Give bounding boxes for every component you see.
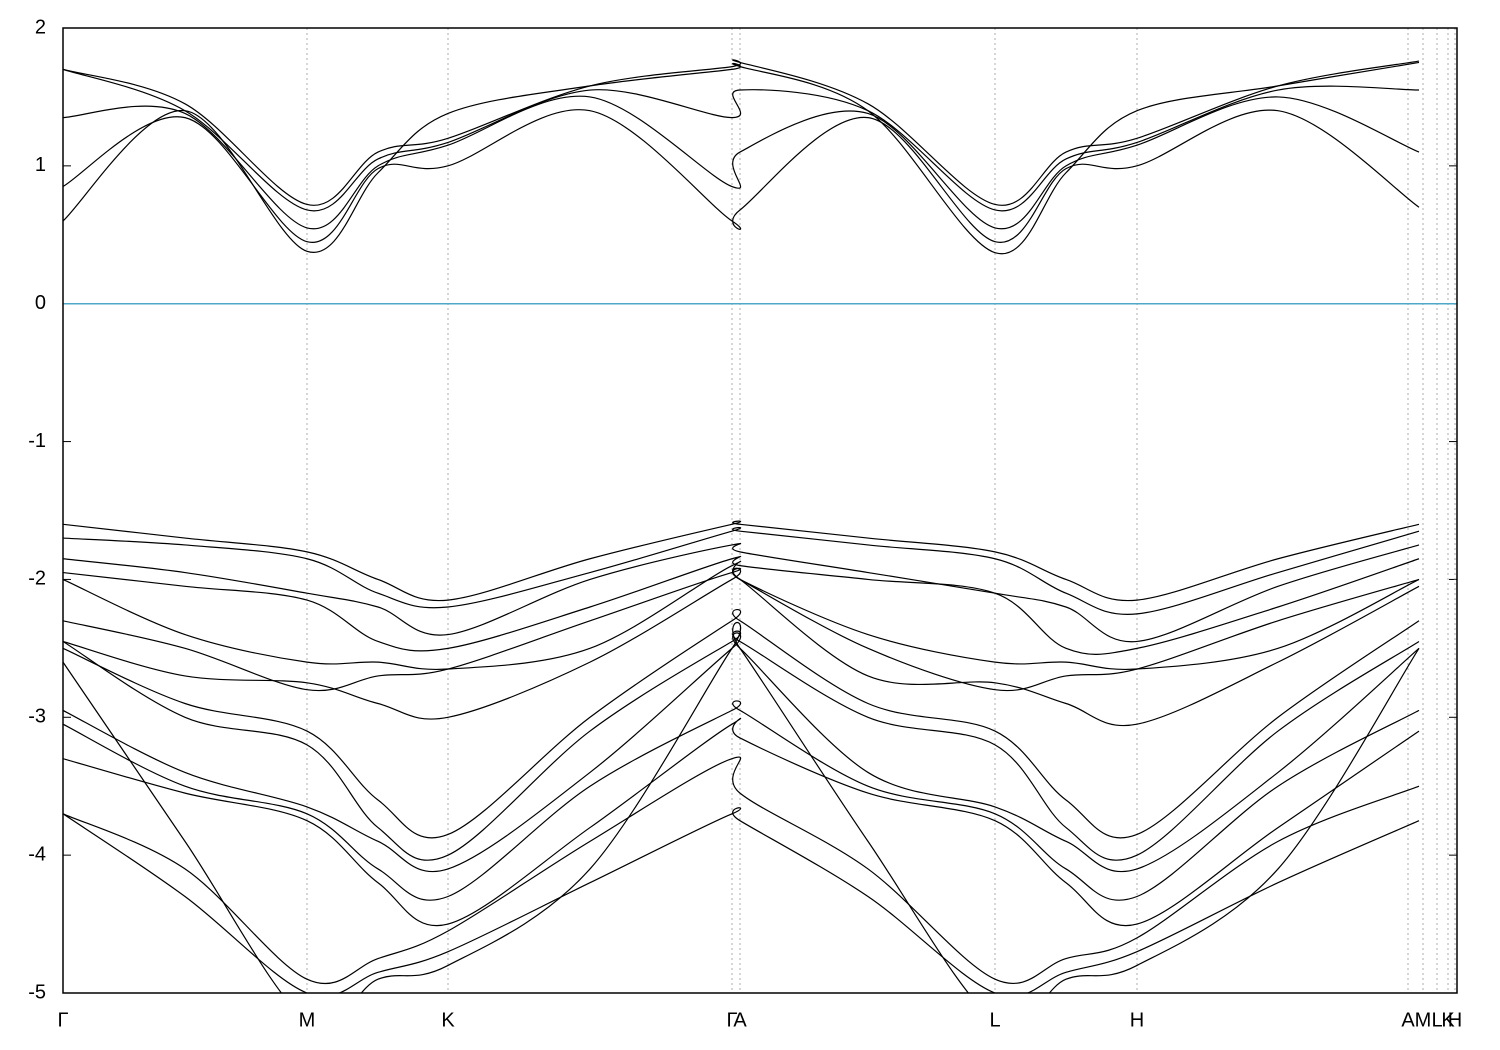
y-tick-label: 2 [35,16,46,38]
y-tick-label: -1 [28,430,46,452]
x-tick-label: L [989,1009,1000,1031]
band-line [63,700,1420,901]
band-line [63,567,1420,727]
band-line [63,717,1420,927]
x-tick-label: K [441,1009,455,1031]
x-tick-label: Γ [726,1009,737,1031]
band-line [63,520,1420,602]
band-line [63,756,1420,985]
band-line [63,61,1420,255]
x-tick-label: H [1130,1009,1144,1031]
x-tick-label: M [299,1009,316,1031]
y-tick-label: 0 [35,292,46,314]
y-tick-label: 1 [35,154,46,176]
band-line [63,630,1420,861]
x-tick-label: L [1431,1009,1442,1031]
x-tick-label: H [1448,1009,1462,1031]
x-tick-label: A [1401,1009,1415,1031]
x-tick-label: K [1441,1009,1455,1031]
band-line [63,632,1420,873]
x-tick-label: A [733,1009,747,1031]
y-tick-label: -2 [28,568,46,590]
band-line [63,59,1420,206]
band-line [63,555,1420,656]
bands [63,59,1420,993]
y-tick-label: -4 [28,843,46,865]
x-tick-label: M [1415,1009,1432,1031]
band-line [63,560,1420,671]
band-line [63,621,1420,993]
band-line [63,608,1420,839]
y-tick-label: -3 [28,706,46,728]
x-tick-label: Γ [57,1009,68,1031]
y-tick-label: -5 [28,981,46,1003]
band-line [63,68,1420,212]
band-line [63,109,1420,243]
plot-frame [62,27,1458,994]
band-line [63,567,1420,692]
band-line [63,526,1420,615]
band-line [63,542,1420,643]
band-line [63,95,1420,230]
grid-layer [62,27,1457,994]
